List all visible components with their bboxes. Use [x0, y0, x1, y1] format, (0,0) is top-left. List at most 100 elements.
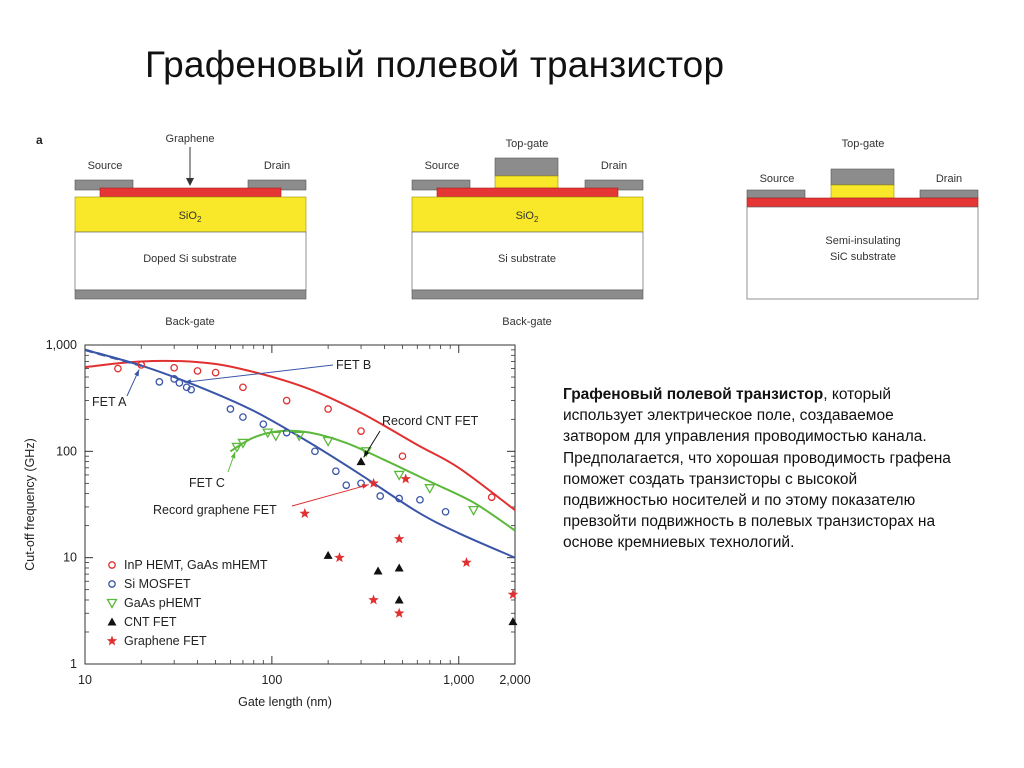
- x-axis-label: Gate length (nm): [238, 695, 332, 709]
- diagram-backgate-doped-si: Graphene Source Drain SiO2 Doped Si subs…: [74, 133, 307, 328]
- data-point-inp: [114, 364, 122, 373]
- graphene-channel: [746, 197, 979, 208]
- substrate-label-line1: Semi-insulating: [825, 235, 900, 247]
- data-point-si: [187, 385, 196, 394]
- data-point-gaas: [424, 484, 436, 495]
- annotation-arrowhead: [134, 369, 140, 377]
- data-point-inp: [193, 367, 202, 375]
- trend-line-si-dashed: [85, 348, 142, 367]
- data-point-graphene: [507, 589, 519, 599]
- drain-label: Drain: [601, 160, 627, 172]
- data-point-si: [311, 447, 319, 456]
- data-point-si: [282, 428, 291, 437]
- topgate-contact: [830, 168, 895, 186]
- data-point-inp: [211, 368, 220, 377]
- data-point-graphene: [461, 557, 472, 567]
- data-point-si: [175, 379, 184, 387]
- data-point-cnt: [323, 550, 333, 559]
- annotation-arrowhead: [184, 379, 192, 384]
- data-point-graphene: [393, 607, 405, 618]
- data-point-inp: [324, 405, 332, 413]
- y-tick-label: 1: [70, 657, 77, 671]
- data-point-si: [395, 494, 404, 503]
- substrate-label: Doped Si substrate: [143, 253, 237, 265]
- legend-marker-inp: [108, 561, 116, 569]
- data-point-graphene: [368, 594, 379, 605]
- annotation-label: FET A: [92, 395, 127, 409]
- legend-label-inp: InP HEMT, GaAs mHEMT: [124, 558, 268, 572]
- data-point-graphene: [400, 473, 411, 484]
- annotation-line: [184, 364, 334, 383]
- drain-label: Drain: [936, 173, 962, 185]
- data-point-cnt: [394, 563, 404, 572]
- backgate-layer: [74, 289, 307, 300]
- annotation-label: FET C: [189, 476, 225, 490]
- data-point-gaas: [231, 442, 243, 453]
- y-tick-label: 1,000: [46, 338, 77, 352]
- topgate-contact: [494, 157, 559, 177]
- data-point-cnt: [508, 617, 518, 626]
- substrate-layer: [74, 231, 307, 291]
- data-point-cnt: [373, 566, 383, 575]
- data-point-inp: [282, 396, 291, 405]
- data-point-gaas: [322, 436, 334, 447]
- panel-label-text: a: [36, 133, 43, 147]
- annotation-arrowhead: [361, 484, 369, 489]
- data-point-gaas: [237, 438, 249, 449]
- data-point-graphene: [368, 477, 379, 488]
- data-point-si: [239, 413, 247, 421]
- graphene-arrowhead: [186, 178, 194, 186]
- y-axis-label: Cut-off frequency (GHz): [23, 438, 37, 570]
- description-text: Графеновый полевой транзистор, который и…: [563, 384, 958, 554]
- legend-label-cnt: CNT FET: [124, 615, 177, 629]
- graphene-label: Graphene: [166, 133, 215, 145]
- source-contact: [746, 189, 806, 199]
- legend-label-gaas: GaAs pHEMT: [124, 596, 201, 610]
- data-point-gaas: [393, 470, 405, 481]
- data-point-si: [259, 420, 268, 429]
- data-point-si: [376, 492, 385, 500]
- substrate-label-line2: SiC substrate: [830, 251, 896, 263]
- sio2-label: SiO2: [179, 210, 202, 224]
- backgate-label: Back-gate: [165, 316, 215, 328]
- annotation-label: FET B: [336, 358, 371, 372]
- sio2-layer: [74, 196, 307, 233]
- legend-marker-cnt: [107, 617, 117, 626]
- legend-marker-si: [108, 580, 116, 588]
- drain-contact: [919, 189, 979, 199]
- data-point-inp: [239, 383, 247, 392]
- data-point-gaas: [360, 447, 372, 458]
- slide-title: Графеновый полевой транзистор: [145, 44, 725, 85]
- annotation-line: [291, 484, 369, 507]
- drain-label: Drain: [264, 160, 290, 172]
- data-point-graphene: [334, 552, 345, 563]
- source-label: Source: [88, 160, 123, 172]
- graphene-channel: [436, 187, 619, 198]
- y-tick-label: 10: [63, 551, 77, 565]
- data-point-graphene: [393, 533, 405, 544]
- source-label: Source: [760, 173, 795, 185]
- data-point-si: [170, 375, 179, 383]
- data-point-inp: [137, 361, 146, 369]
- data-point-inp: [487, 493, 496, 502]
- source-label: Source: [425, 160, 460, 172]
- data-point-gaas: [467, 505, 480, 516]
- topgate-dielectric: [494, 175, 559, 189]
- backgate-label: Back-gate: [502, 316, 552, 328]
- sio2-label: SiO2: [516, 210, 539, 224]
- trend-line-gaas: [229, 429, 515, 532]
- data-point-si: [342, 481, 351, 490]
- data-point-cnt: [356, 457, 366, 466]
- data-point-si: [155, 378, 164, 386]
- x-tick-label: 1,000: [443, 673, 474, 687]
- diagram-topgate-sic: Top-gate Source Drain Semi-insulating Si…: [746, 138, 979, 300]
- data-point-si: [332, 467, 340, 476]
- data-point-si: [441, 507, 450, 516]
- description-bold: Графеновый полевой транзистор: [563, 386, 824, 403]
- chart-container: 10 100 1,000 2,000 1 10 100 1,000 Gate length (n…: [0, 330, 540, 715]
- topgate-label: Top-gate: [842, 138, 885, 150]
- topgate-dielectric: [830, 184, 895, 199]
- legend-label-si: Si MOSFET: [124, 577, 191, 591]
